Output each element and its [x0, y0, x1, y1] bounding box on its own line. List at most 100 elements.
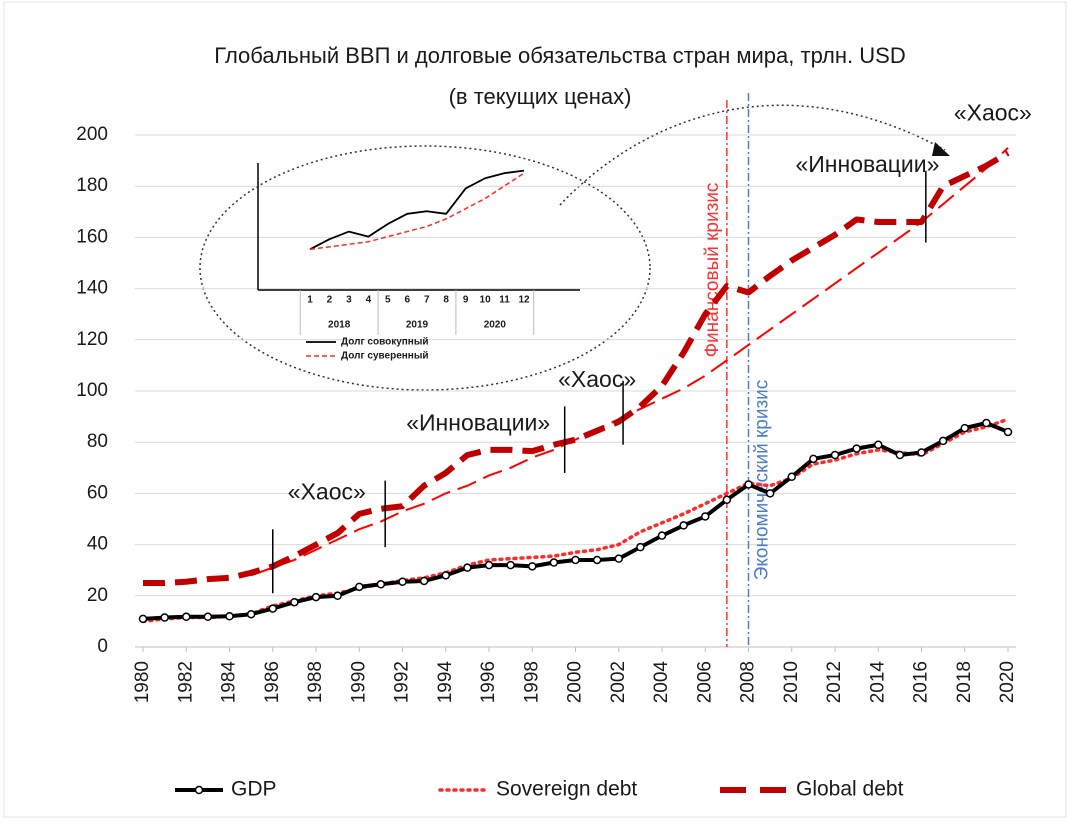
y-tick-label: 140	[76, 278, 108, 299]
inset-tick-label: 9	[463, 295, 469, 306]
x-tick-label: 2016	[911, 661, 932, 703]
annotation: «Хаос»	[954, 100, 1032, 126]
x-tick-label: 1984	[219, 661, 240, 704]
annotation: «Инновации»	[406, 409, 550, 435]
point	[160, 613, 169, 622]
x-tick-label: 1980	[132, 661, 153, 703]
x-tick-label: 1982	[175, 661, 196, 703]
point	[182, 612, 191, 622]
x-tick-label: 1994	[435, 661, 456, 704]
point	[809, 454, 818, 464]
chart-subtitle: (в текущих ценах)	[449, 84, 632, 109]
x-tick-label: 2000	[565, 661, 586, 703]
point	[290, 597, 299, 607]
chart-title: Глобальный ВВП и долговые обязательства …	[214, 43, 905, 68]
point	[138, 614, 148, 624]
x-tick-label: 1992	[392, 661, 413, 703]
frame	[3, 1, 1067, 818]
point	[722, 495, 732, 505]
y-tick-label: 200	[76, 124, 108, 145]
point	[895, 450, 905, 460]
x-tick-label: 1996	[478, 661, 499, 703]
inset-line	[309, 169, 525, 251]
x-tick-label: 1998	[521, 661, 542, 703]
point	[419, 576, 429, 586]
x-tick-label: 2006	[694, 661, 715, 703]
inset-group-label: 2020	[484, 320, 507, 331]
point	[549, 558, 559, 567]
arrow-head	[932, 142, 950, 156]
point	[938, 436, 948, 446]
point	[744, 480, 753, 489]
inset-legend-label: Долг совокупный	[341, 337, 429, 348]
inset-tick-label: 8	[443, 295, 449, 306]
inset-tick-label: 12	[518, 295, 530, 306]
y-tick-label: 160	[76, 226, 108, 247]
point	[960, 423, 969, 433]
annotation: «Хаос»	[288, 478, 366, 504]
point	[571, 555, 580, 565]
inset-tick-label: 4	[366, 295, 372, 306]
x-tick-label: 2008	[738, 661, 759, 703]
point	[311, 592, 321, 602]
point	[636, 542, 645, 552]
x-tick-label: 1988	[305, 661, 326, 703]
point	[917, 448, 926, 457]
x-tick-label: 2018	[954, 661, 975, 703]
legend-marker	[194, 785, 204, 795]
legend-label: Global debt	[796, 778, 904, 801]
point	[376, 580, 386, 589]
point	[852, 444, 861, 453]
annotation: «Хаос»	[558, 366, 636, 392]
legend-label: Sovereign debt	[496, 778, 637, 801]
point	[441, 571, 450, 580]
annotation: «Инновации»	[795, 151, 939, 177]
inset-group-label: 2019	[406, 320, 429, 331]
inset-tick-label: 3	[346, 295, 352, 306]
point	[982, 418, 991, 428]
point	[355, 582, 364, 592]
x-tick-label: 2002	[608, 661, 629, 703]
point	[398, 577, 407, 586]
inset-group-label: 2018	[328, 320, 351, 331]
point	[592, 555, 602, 565]
x-tick-label: 1986	[262, 661, 283, 703]
inset-tick-label: 5	[385, 295, 391, 306]
point	[679, 521, 688, 530]
y-tick-label: 180	[76, 175, 108, 196]
y-tick-label: 100	[76, 380, 108, 401]
y-tick-label: 40	[87, 534, 108, 555]
x-tick-label: 1990	[348, 661, 369, 703]
point	[463, 563, 472, 572]
crisis-label: Финансовый кризис	[702, 183, 723, 358]
inset-legend-label: Долг суверенный	[341, 351, 429, 362]
x-tick-label: 2020	[997, 661, 1018, 703]
x-tick-label: 2004	[651, 661, 672, 704]
inset-line	[309, 172, 525, 251]
point	[246, 609, 256, 619]
point	[333, 591, 342, 601]
inset-tick-label: 1	[307, 295, 313, 306]
y-tick-label: 20	[87, 585, 108, 606]
point	[787, 472, 796, 482]
inset-tick-label: 6	[404, 295, 410, 306]
point	[268, 604, 277, 613]
inset-ellipse	[199, 145, 651, 391]
legend-label: GDP	[231, 778, 277, 801]
inset-tick-label: 2	[327, 295, 333, 306]
inset-tick-label: 10	[480, 295, 492, 306]
point	[1003, 427, 1013, 437]
point	[657, 531, 667, 540]
x-tick-label: 2012	[824, 661, 845, 703]
series-line	[143, 150, 1010, 586]
inset-tick-label: 11	[499, 295, 510, 306]
point	[528, 562, 537, 571]
point	[484, 560, 494, 570]
point	[506, 560, 515, 570]
point	[765, 489, 775, 498]
inset-tick-label: 7	[424, 295, 430, 306]
point	[203, 612, 213, 622]
point	[614, 554, 623, 563]
point	[225, 612, 234, 621]
